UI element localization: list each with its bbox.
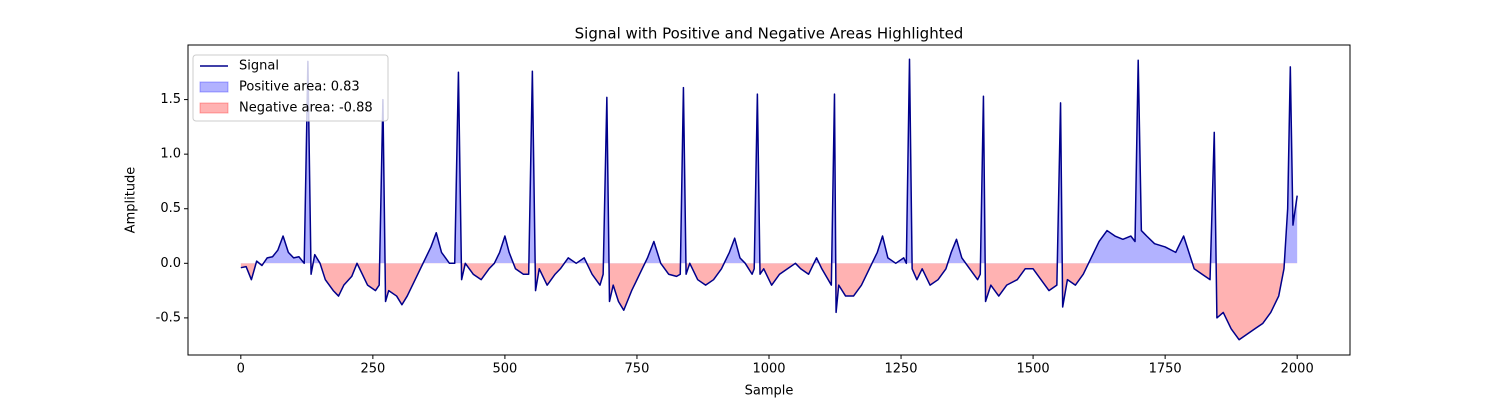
y-tick-label: 1.0 [160, 147, 181, 162]
chart-title: Signal with Positive and Negative Areas … [575, 25, 964, 43]
x-axis-label: Sample [745, 384, 794, 399]
plot-frame [187, 44, 1351, 356]
y-tick-label: 0.5 [160, 201, 181, 216]
signal-line [240, 58, 1298, 341]
x-tick-label: 2000 [1281, 362, 1314, 377]
x-tick-label: 0 [237, 362, 245, 377]
y-tick-label: -0.5 [156, 310, 181, 325]
x-tick-label: 750 [625, 362, 650, 377]
x-tick-label: 1500 [1017, 362, 1050, 377]
legend-label: Signal [239, 59, 279, 74]
legend-label: Positive area: 0.83 [239, 80, 360, 95]
x-tick-label: 1750 [1149, 362, 1182, 377]
x-tick-label: 1250 [884, 362, 917, 377]
y-tick-label: 1.5 [160, 92, 181, 107]
legend-label: Negative area: -0.88 [239, 101, 373, 116]
legend-box [192, 54, 389, 122]
x-tick-label: 1000 [752, 362, 785, 377]
x-tick-label: 500 [492, 362, 517, 377]
legend-swatch [199, 102, 229, 114]
legend-swatch [199, 81, 229, 93]
x-tick-label: 250 [360, 362, 385, 377]
y-axis-label: Amplitude [124, 167, 139, 234]
y-tick-label: 0.0 [160, 256, 181, 271]
